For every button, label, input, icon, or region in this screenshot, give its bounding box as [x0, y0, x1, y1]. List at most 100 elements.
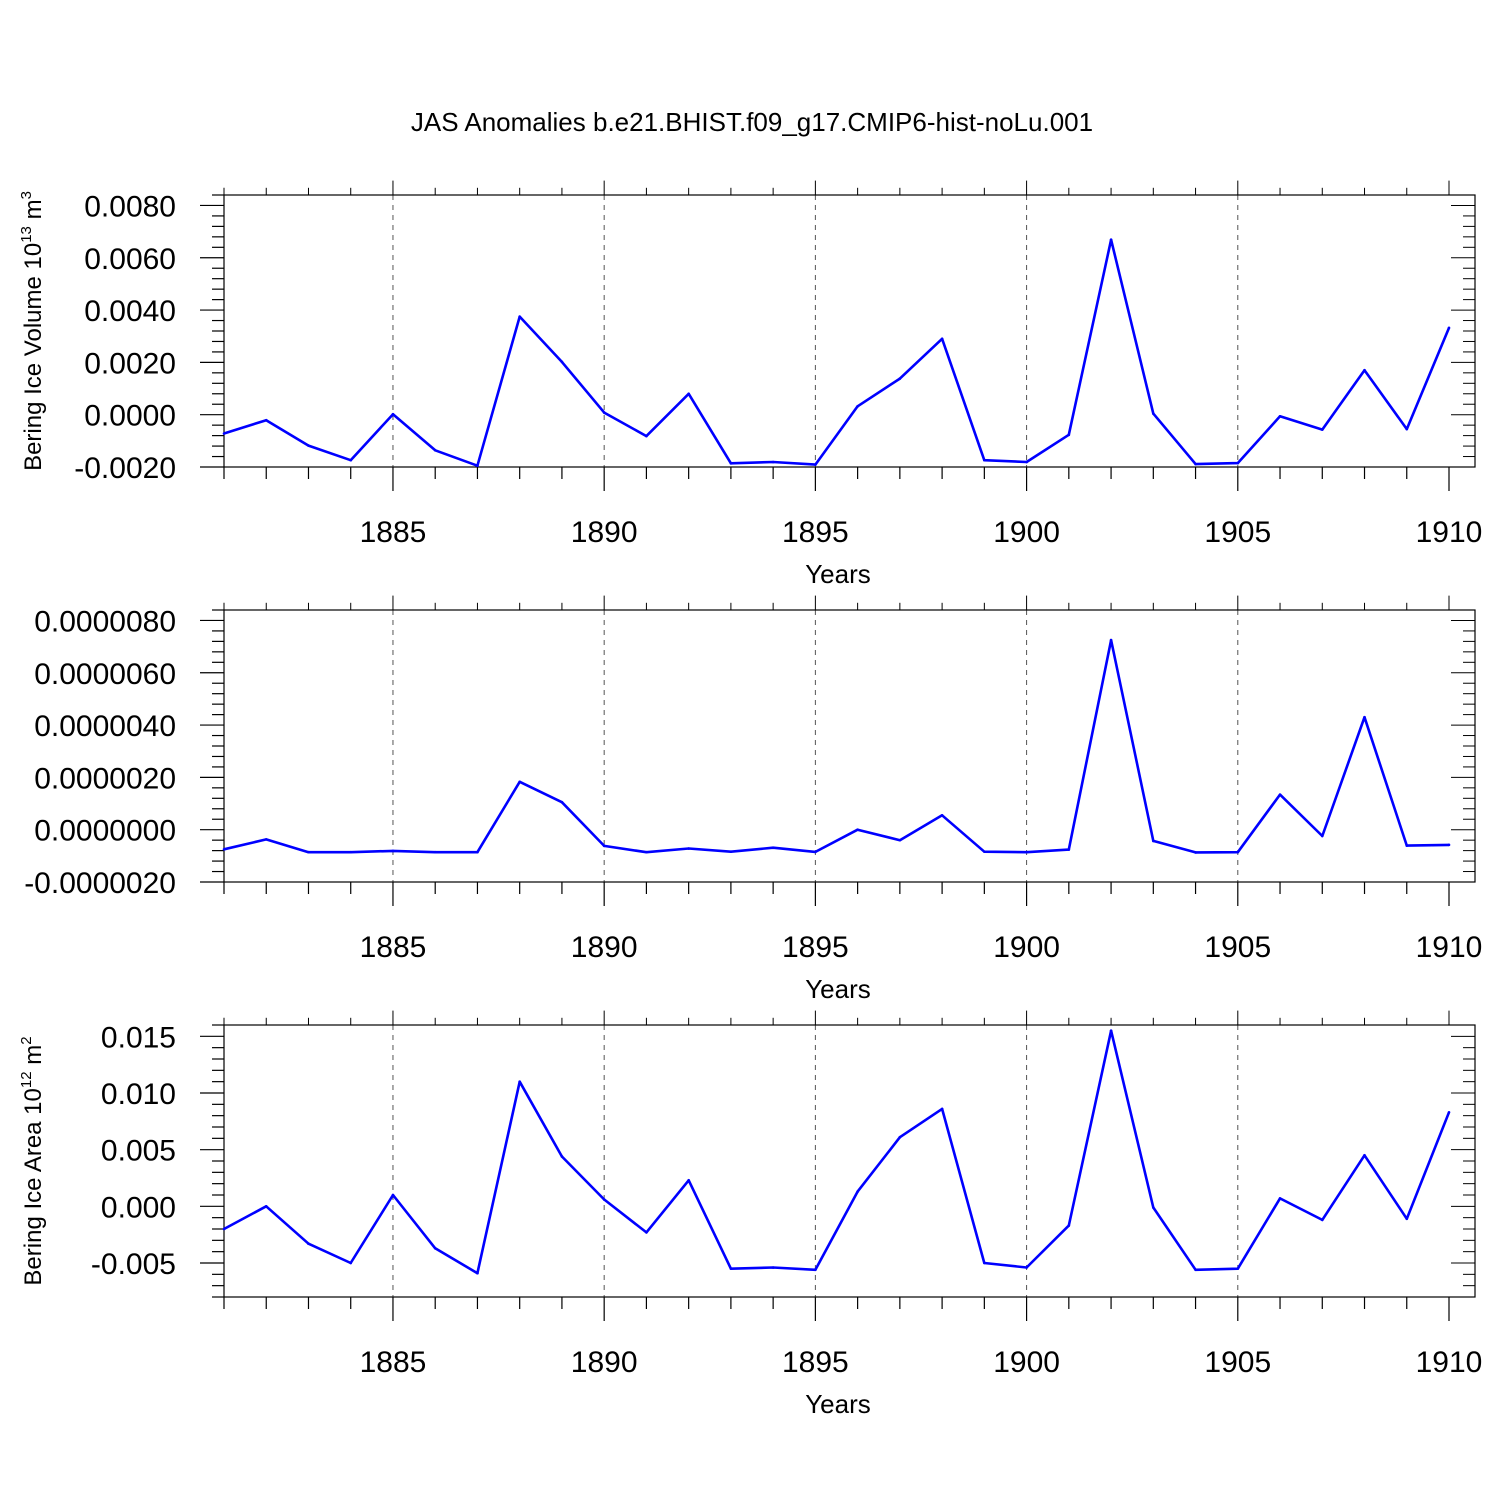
data-point-1902 — [1109, 638, 1113, 642]
data-point-1905 — [1236, 1267, 1240, 1270]
data-point-1883 — [307, 1242, 310, 1246]
data-point-1908 — [1363, 368, 1366, 372]
x-tick-label-1910: 1910 — [1416, 931, 1483, 964]
data-point-1882 — [264, 418, 268, 422]
data-point-1899 — [983, 458, 986, 462]
y-axis-label-main: Bering Ice Volume 10 — [20, 243, 47, 471]
data-point-1902 — [1109, 1029, 1113, 1032]
panel-3: 1885 1890 1895 1900 1905 1910 Years -0.005 0.000… — [18, 1010, 1483, 1419]
data-point-1889 — [560, 800, 564, 804]
data-point-1906 — [1278, 793, 1282, 796]
data-point-1906 — [1278, 1197, 1282, 1200]
plot-frame — [223, 194, 1476, 468]
data-point-1908 — [1363, 715, 1366, 719]
data-point-1894 — [771, 1266, 775, 1269]
x-tick-label-1900: 1900 — [993, 516, 1060, 549]
data-point-1904 — [1194, 462, 1197, 466]
x-axis-label: Years — [805, 559, 871, 589]
data-point-1892 — [687, 1178, 690, 1182]
y-axis-label-exponent: 13 — [18, 226, 35, 243]
y-axis-label-unit-power: 3 — [18, 191, 35, 199]
data-point-1891 — [645, 434, 648, 438]
data-point-1904 — [1194, 851, 1197, 854]
data-point-1890 — [602, 411, 606, 414]
data-point-1881 — [222, 432, 226, 435]
data-point-1903 — [1152, 1206, 1155, 1209]
plot-frame — [223, 609, 1476, 883]
data-point-1883 — [307, 444, 310, 447]
x-tick-label-1890: 1890 — [571, 516, 638, 549]
series-line — [223, 1029, 1451, 1275]
data-point-1909 — [1405, 844, 1409, 847]
data-point-1884 — [349, 850, 353, 854]
panel-2: 1885 1890 1895 1900 1905 1910 Years -0.0000020 0… — [24, 595, 1483, 1004]
data-point-1910 — [1447, 1110, 1451, 1114]
y-tick-label-0.0000: 0.0000 — [84, 400, 176, 433]
data-point-1904 — [1194, 1268, 1197, 1272]
series-line — [223, 638, 1450, 854]
data-point-1884 — [349, 1261, 353, 1265]
data-point-1905 — [1236, 461, 1240, 465]
data-point-1899 — [983, 1261, 986, 1265]
y-tick-label-0.0060: 0.0060 — [84, 243, 176, 276]
data-point-1881 — [222, 1227, 226, 1231]
y-tick-label-0.0040: 0.0040 — [84, 295, 176, 328]
y-tick-label-0.0000020: 0.0000020 — [34, 762, 176, 795]
data-point-1898 — [940, 1107, 944, 1111]
y-tick-label--0.005: -0.005 — [91, 1248, 176, 1281]
data-point-1891 — [645, 1231, 648, 1234]
data-point-1909 — [1405, 1217, 1409, 1221]
data-point-1895 — [814, 463, 817, 466]
data-point-1902 — [1109, 238, 1113, 242]
data-point-1886 — [433, 850, 437, 854]
data-point-1901 — [1067, 1224, 1071, 1227]
x-tick-label-1910: 1910 — [1416, 516, 1483, 549]
data-point-1887 — [476, 1271, 479, 1275]
data-point-1889 — [560, 360, 564, 364]
x-tick-label-1910: 1910 — [1416, 1346, 1483, 1379]
data-point-1907 — [1320, 1218, 1324, 1222]
panels: 1885 1890 1895 1900 1905 1910 Years -0.0020 0.00… — [18, 180, 1483, 1419]
x-tick-label-1885: 1885 — [360, 516, 427, 549]
y-tick-label-0.010: 0.010 — [101, 1078, 176, 1111]
data-point-1896 — [856, 405, 859, 408]
figure-title: JAS Anomalies b.e21.BHIST.f09_g17.CMIP6-… — [411, 107, 1093, 137]
data-point-1882 — [264, 1205, 268, 1208]
data-point-1897 — [898, 377, 902, 380]
data-point-1890 — [602, 844, 606, 848]
y-axis-label: Bering Ice Volume 1013 m3 — [18, 191, 47, 471]
data-point-1894 — [771, 460, 775, 464]
data-point-1907 — [1320, 428, 1324, 431]
plot-frame — [223, 1024, 1476, 1298]
data-point-1883 — [307, 850, 310, 854]
y-tick-label-0.015: 0.015 — [101, 1021, 176, 1054]
data-point-1908 — [1363, 1154, 1366, 1157]
data-point-1909 — [1405, 427, 1409, 431]
data-point-1894 — [771, 846, 775, 850]
x-tick-label-1895: 1895 — [782, 1346, 849, 1379]
series-line — [223, 238, 1451, 468]
y-tick-label-0.0000080: 0.0000080 — [34, 605, 176, 638]
x-tick-label-1885: 1885 — [360, 931, 427, 964]
data-point-1906 — [1278, 414, 1282, 418]
data-point-1891 — [645, 850, 648, 854]
y-axis-label-unit: m — [20, 1045, 47, 1072]
data-point-1895 — [814, 1268, 817, 1272]
y-tick-label-0.0000060: 0.0000060 — [34, 658, 176, 691]
x-tick-label-1900: 1900 — [993, 931, 1060, 964]
data-point-1896 — [856, 1190, 859, 1193]
data-point-1903 — [1152, 412, 1155, 415]
data-point-1900 — [1025, 460, 1028, 464]
data-point-1910 — [1447, 843, 1451, 847]
x-tick-label-1900: 1900 — [993, 1346, 1060, 1379]
data-point-1900 — [1025, 1266, 1028, 1269]
x-axis-label: Years — [805, 1389, 871, 1419]
x-tick-label-1905: 1905 — [1204, 1346, 1271, 1379]
data-point-1901 — [1067, 433, 1071, 437]
x-tick-label-1890: 1890 — [571, 931, 638, 964]
data-point-1889 — [560, 1155, 564, 1158]
data-point-1905 — [1236, 850, 1240, 854]
y-axis-label: Bering Ice Area 1012 m2 — [18, 1036, 47, 1285]
y-axis-label-unit-power: 2 — [18, 1036, 35, 1044]
data-point-1898 — [940, 814, 944, 817]
